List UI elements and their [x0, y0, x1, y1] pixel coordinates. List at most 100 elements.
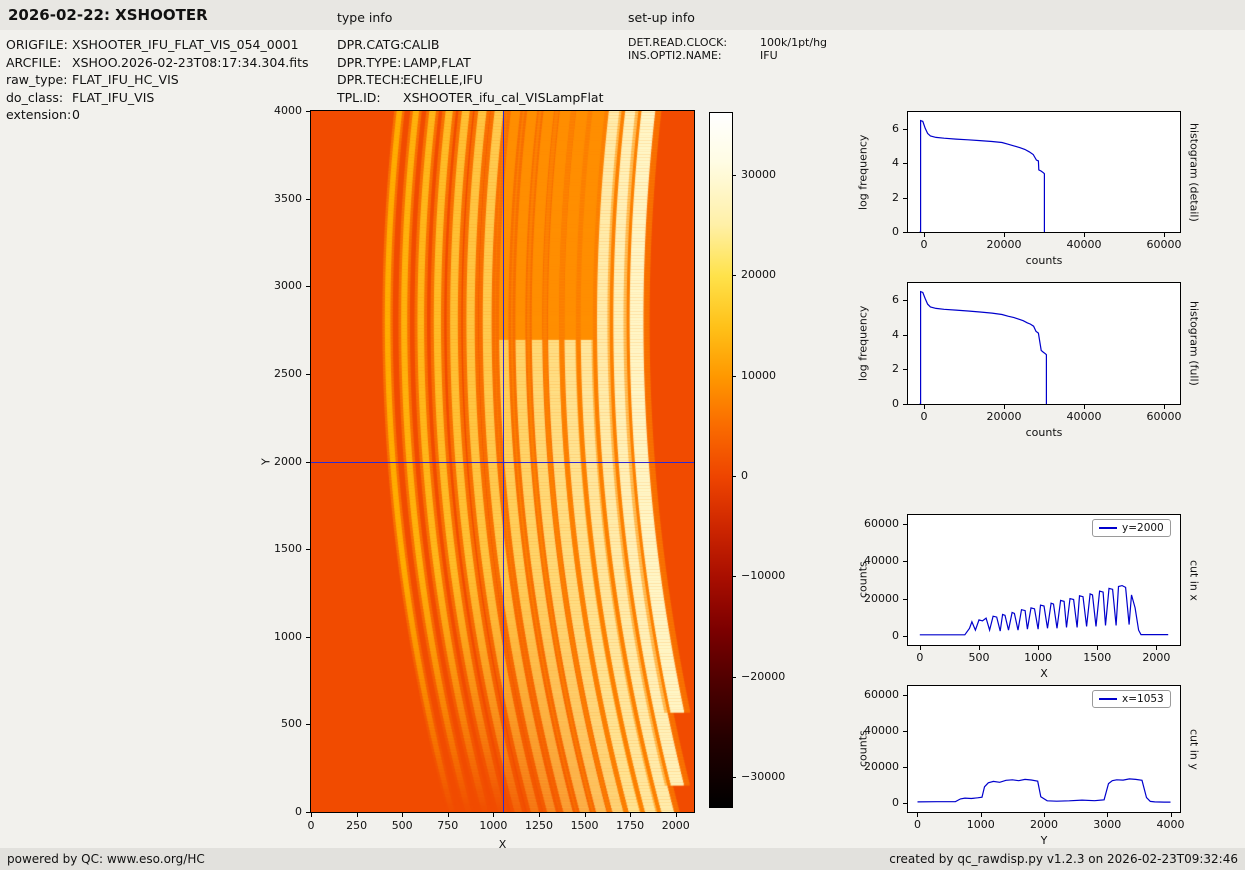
y-tick-label: 40000: [864, 724, 899, 737]
tick-mark: [493, 813, 495, 817]
info-label: raw_type:: [6, 72, 68, 87]
x-tick-label: 2000: [661, 819, 690, 832]
tick-mark: [924, 233, 925, 237]
tick-mark: [584, 813, 586, 817]
info-value: LAMP,FLAT: [403, 54, 471, 70]
tick-mark: [1164, 233, 1165, 237]
x-tick-label: 1250: [524, 819, 553, 832]
y-tick-label: 2: [892, 362, 899, 376]
colorbar-tick-label: 10000: [741, 368, 776, 382]
hist_full-frame: [907, 282, 1181, 405]
y-tick-label: 0: [892, 796, 899, 809]
info-label: TPL.ID:: [337, 89, 381, 105]
y-tick-label: 1000: [274, 629, 302, 643]
tick-mark: [903, 561, 907, 563]
cut_x-curve: [919, 584, 1169, 636]
y-axis-label: counts: [856, 730, 870, 768]
tick-mark: [306, 373, 310, 375]
info-label: DPR.TYPE:: [337, 54, 402, 70]
info-value: 100k/1pt/hg: [760, 36, 828, 49]
x-axis-label: X: [498, 838, 507, 851]
x-tick-label: 1750: [616, 819, 645, 832]
y-tick-label: 60000: [864, 517, 899, 531]
y-tick-label: 2: [892, 190, 899, 204]
x-tick-label: 0: [920, 410, 928, 423]
info-label: INS.OPTI2.NAME:: [628, 48, 722, 62]
info-row: TPL.ID: XSHOOTER_ifu_cal_VISLampFlat: [337, 89, 603, 107]
info-row: DPR.TECH: ECHELLE,IFU: [337, 71, 603, 89]
tick-mark: [903, 300, 907, 302]
legend-label: y=2000: [1122, 522, 1164, 534]
tick-mark: [903, 197, 907, 199]
y-axis-label: Y: [259, 458, 273, 465]
info-value: ECHELLE,IFU: [403, 72, 483, 87]
tick-mark: [630, 813, 632, 817]
x-tick-label: 1000: [479, 819, 508, 832]
info-value: 0: [72, 107, 80, 122]
legend-line-sample: [1099, 698, 1117, 700]
colorbar: [710, 113, 732, 807]
tick-mark: [924, 405, 925, 409]
info-row: DET.READ.CLOCK: 100k/1pt/hg: [628, 36, 828, 50]
y-tick-label: 0: [892, 225, 899, 238]
cut_x-plot: [919, 584, 1169, 636]
hist_full-curve: [919, 290, 1047, 404]
y-tick-label: 4: [892, 156, 899, 170]
colorbar-tick-label: 0: [741, 469, 748, 483]
y-tick-label: 60000: [864, 688, 899, 701]
tick-mark: [1097, 646, 1099, 650]
y-axis-label: log frequency: [856, 134, 870, 210]
colorbar-tick-label: −30000: [741, 769, 786, 783]
y-tick-label: 2500: [274, 366, 302, 380]
footer-left-text: powered by QC: www.eso.org/HC: [7, 852, 205, 866]
tick-mark: [1107, 813, 1109, 817]
setup-info-section-label: set-up info: [628, 10, 695, 25]
tick-mark: [732, 576, 736, 578]
info-label: extension:: [6, 107, 72, 122]
x-tick-label: 60000: [1146, 238, 1182, 251]
tick-mark: [903, 129, 907, 131]
cut_y-plot: [917, 778, 1171, 803]
tick-mark: [903, 598, 907, 600]
tick-mark: [903, 163, 907, 165]
y-tick-label: 40000: [864, 554, 899, 568]
colorbar-tick-label: −20000: [741, 669, 786, 683]
info-row: ORIGFILE: XSHOOTER_IFU_FLAT_VIS_054_0001: [6, 36, 309, 54]
x-tick-label: 250: [346, 819, 368, 832]
hist_detail-right-label: histogram (detail): [1187, 122, 1201, 222]
tick-mark: [980, 813, 982, 817]
info-label: DPR.CATG:: [337, 37, 405, 52]
y-tick-label: 4000: [274, 104, 302, 117]
x-tick-label: 1000: [1024, 651, 1053, 664]
x-tick-label: 1500: [570, 819, 599, 832]
info-label: ARCFILE:: [6, 54, 62, 70]
cut_x-right-label: cut in x: [1187, 559, 1201, 601]
info-value: XSHOO.2026-02-23T08:17:34.304.fits: [72, 54, 309, 70]
x-tick-label: 2000: [1142, 651, 1171, 664]
tick-mark: [732, 776, 736, 778]
tick-mark: [306, 286, 310, 288]
type-info-block: DPR.CATG: CALIB DPR.TYPE: LAMP,FLAT DPR.TECH…: [337, 36, 603, 106]
tick-mark: [732, 275, 736, 277]
tick-mark: [447, 813, 449, 817]
footer-bar: powered by QC: www.eso.org/HC created by…: [0, 848, 1245, 870]
x-tick-label: 1500: [1083, 651, 1112, 664]
x-tick-label: 0: [920, 238, 928, 251]
crosshair-vertical-line: [503, 111, 504, 812]
info-row: ARCFILE: XSHOO.2026-02-23T08:17:34.304.fi…: [6, 54, 309, 72]
info-row: raw_type: FLAT_IFU_HC_VIS: [6, 71, 309, 89]
tick-mark: [1156, 646, 1158, 650]
y-tick-label: 500: [281, 717, 302, 731]
type-info-section-label: type info: [337, 10, 393, 25]
file-info-block: ORIGFILE: XSHOOTER_IFU_FLAT_VIS_054_0001 A…: [6, 36, 309, 124]
x-tick-label: 40000: [1066, 238, 1102, 251]
tick-mark: [402, 813, 404, 817]
y-tick-label: 3000: [274, 279, 302, 293]
info-row: DPR.CATG: CALIB: [337, 36, 603, 54]
y-tick-label: 3500: [274, 191, 302, 205]
tick-mark: [306, 198, 310, 200]
y-tick-label: 20000: [864, 591, 899, 605]
y-tick-label: 4: [892, 327, 899, 341]
y-axis-label: counts: [856, 561, 870, 599]
